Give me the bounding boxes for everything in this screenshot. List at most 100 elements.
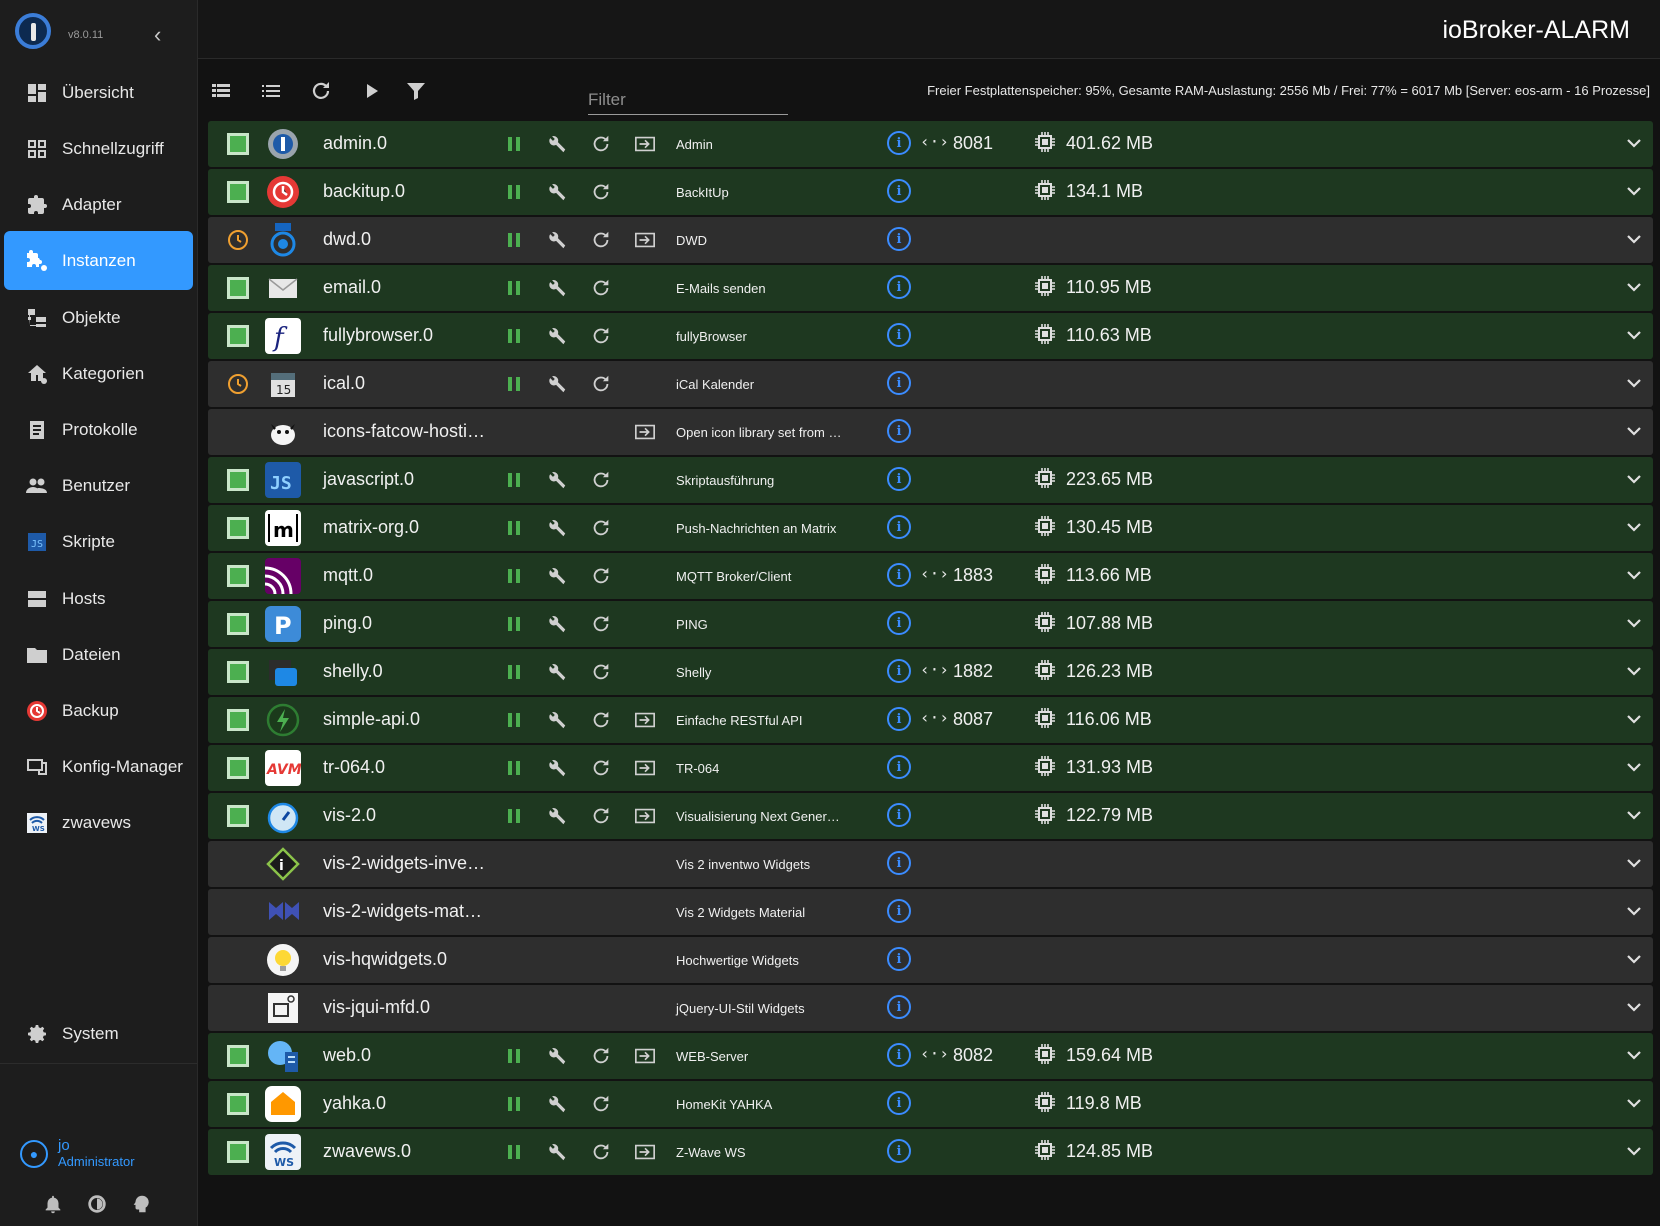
status-running-indicator[interactable] bbox=[227, 709, 249, 731]
status-running-indicator[interactable] bbox=[227, 277, 249, 299]
info-icon[interactable]: i bbox=[887, 371, 911, 395]
wrench-icon[interactable] bbox=[546, 229, 568, 251]
open-link-icon[interactable] bbox=[634, 757, 656, 779]
pause-icon[interactable] bbox=[503, 133, 525, 155]
chevron-down-icon[interactable] bbox=[1623, 1092, 1645, 1114]
pause-icon[interactable] bbox=[503, 1045, 525, 1067]
instance-row[interactable]: WS zwavews.0 Z-Wave WS i 124.85 MB bbox=[208, 1129, 1653, 1175]
chevron-down-icon[interactable] bbox=[1623, 372, 1645, 394]
restart-icon[interactable] bbox=[590, 517, 612, 539]
clock-icon[interactable] bbox=[227, 229, 249, 251]
info-icon[interactable]: i bbox=[887, 947, 911, 971]
sidebar-item-backup[interactable]: Backup bbox=[4, 681, 193, 740]
info-icon[interactable]: i bbox=[887, 659, 911, 683]
wrench-icon[interactable] bbox=[546, 1093, 568, 1115]
instance-row[interactable]: vis-2.0 Visualisierung Next Gener… i 122.79… bbox=[208, 793, 1653, 839]
restart-icon[interactable] bbox=[590, 565, 612, 587]
instance-row[interactable]: JS javascript.0 Skriptausführung i 223.65 MB bbox=[208, 457, 1653, 503]
chevron-down-icon[interactable] bbox=[1623, 1044, 1645, 1066]
info-icon[interactable]: i bbox=[887, 1091, 911, 1115]
iobroker-logo[interactable] bbox=[15, 13, 51, 49]
chevron-down-icon[interactable] bbox=[1623, 660, 1645, 682]
chevron-down-icon[interactable] bbox=[1623, 276, 1645, 298]
chevron-down-icon[interactable] bbox=[1623, 516, 1645, 538]
status-running-indicator[interactable] bbox=[227, 517, 249, 539]
wrench-icon[interactable] bbox=[546, 565, 568, 587]
instance-row[interactable]: admin.0 Admin i ‹·› 8081 401.62 MB bbox=[208, 121, 1653, 167]
open-link-icon[interactable] bbox=[634, 1045, 656, 1067]
instance-row[interactable]: mqtt.0 MQTT Broker/Client i ‹·› 1883 113.66 M… bbox=[208, 553, 1653, 599]
wrench-icon[interactable] bbox=[546, 613, 568, 635]
info-icon[interactable]: i bbox=[887, 419, 911, 443]
pause-icon[interactable] bbox=[503, 517, 525, 539]
info-icon[interactable]: i bbox=[887, 995, 911, 1019]
instance-row[interactable]: vis-jqui-mfd.0 jQuery-UI-Stil Widgets i bbox=[208, 985, 1653, 1031]
chevron-down-icon[interactable] bbox=[1623, 852, 1645, 874]
info-icon[interactable]: i bbox=[887, 275, 911, 299]
sidebar-item-kategorien[interactable]: Kategorien bbox=[4, 344, 193, 403]
open-link-icon[interactable] bbox=[634, 805, 656, 827]
instance-row[interactable]: simple-api.0 Einfache RESTful API i ‹·› 8087… bbox=[208, 697, 1653, 743]
restart-icon[interactable] bbox=[590, 373, 612, 395]
restart-icon[interactable] bbox=[590, 1141, 612, 1163]
chevron-down-icon[interactable] bbox=[1623, 996, 1645, 1018]
instance-row[interactable]: icons-fatcow-hosti… Open icon library set… bbox=[208, 409, 1653, 455]
info-icon[interactable]: i bbox=[887, 323, 911, 347]
chevron-down-icon[interactable] bbox=[1623, 324, 1645, 346]
info-icon[interactable]: i bbox=[887, 707, 911, 731]
open-link-icon[interactable] bbox=[634, 229, 656, 251]
sidebar-item--bersicht[interactable]: Übersicht bbox=[4, 63, 193, 122]
chevron-down-icon[interactable] bbox=[1623, 948, 1645, 970]
instance-row[interactable]: backitup.0 BackItUp i 134.1 MB bbox=[208, 169, 1653, 215]
info-icon[interactable]: i bbox=[887, 1043, 911, 1067]
instance-row[interactable]: i vis-2-widgets-inve… Vis 2 inventwo Widge… bbox=[208, 841, 1653, 887]
user-profile[interactable]: ● jo Administrator bbox=[20, 1138, 135, 1170]
wrench-icon[interactable] bbox=[546, 277, 568, 299]
play-icon[interactable] bbox=[358, 78, 384, 104]
info-icon[interactable]: i bbox=[887, 611, 911, 635]
instance-row[interactable]: dwd.0 DWD i bbox=[208, 217, 1653, 263]
detailed-view-icon[interactable] bbox=[208, 78, 234, 104]
open-link-icon[interactable] bbox=[634, 1141, 656, 1163]
pause-icon[interactable] bbox=[503, 757, 525, 779]
restart-icon[interactable] bbox=[590, 181, 612, 203]
instance-row[interactable]: shelly.0 Shelly i ‹·› 1882 126.23 MB bbox=[208, 649, 1653, 695]
list-view-icon[interactable] bbox=[258, 78, 284, 104]
pause-icon[interactable] bbox=[503, 229, 525, 251]
sidebar-item-skripte[interactable]: JS Skripte bbox=[4, 512, 193, 571]
chevron-down-icon[interactable] bbox=[1623, 564, 1645, 586]
info-icon[interactable]: i bbox=[887, 515, 911, 539]
wrench-icon[interactable] bbox=[546, 469, 568, 491]
status-running-indicator[interactable] bbox=[227, 565, 249, 587]
status-running-indicator[interactable] bbox=[227, 469, 249, 491]
wrench-icon[interactable] bbox=[546, 181, 568, 203]
instance-row[interactable]: 15 ical.0 iCal Kalender i bbox=[208, 361, 1653, 407]
sidebar-item-protokolle[interactable]: Protokolle bbox=[4, 400, 193, 459]
pause-icon[interactable] bbox=[503, 565, 525, 587]
chevron-down-icon[interactable] bbox=[1623, 468, 1645, 490]
restart-icon[interactable] bbox=[590, 133, 612, 155]
pause-icon[interactable] bbox=[503, 1141, 525, 1163]
pause-icon[interactable] bbox=[503, 277, 525, 299]
restart-icon[interactable] bbox=[590, 757, 612, 779]
status-running-indicator[interactable] bbox=[227, 661, 249, 683]
pause-icon[interactable] bbox=[503, 373, 525, 395]
restart-icon[interactable] bbox=[590, 229, 612, 251]
info-icon[interactable]: i bbox=[887, 755, 911, 779]
restart-icon[interactable] bbox=[590, 1045, 612, 1067]
instance-row[interactable]: vis-2-widgets-mat… Vis 2 Widgets Material… bbox=[208, 889, 1653, 935]
clock-icon[interactable] bbox=[227, 373, 249, 395]
filter-field[interactable] bbox=[588, 84, 788, 115]
pause-icon[interactable] bbox=[503, 181, 525, 203]
status-running-indicator[interactable] bbox=[227, 613, 249, 635]
sidebar-item-system[interactable]: System bbox=[4, 1004, 193, 1063]
status-running-indicator[interactable] bbox=[227, 181, 249, 203]
info-icon[interactable]: i bbox=[887, 803, 911, 827]
filter-icon[interactable] bbox=[403, 78, 429, 104]
chevron-down-icon[interactable] bbox=[1623, 612, 1645, 634]
instance-row[interactable]: f fullybrowser.0 fullyBrowser i 110.63 MB bbox=[208, 313, 1653, 359]
sidebar-item-adapter[interactable]: Adapter bbox=[4, 175, 193, 234]
instance-row[interactable]: m matrix-org.0 Push-Nachrichten an Matrix i… bbox=[208, 505, 1653, 551]
theme-toggle-icon[interactable] bbox=[86, 1193, 108, 1220]
sidebar-item-dateien[interactable]: Dateien bbox=[4, 625, 193, 684]
